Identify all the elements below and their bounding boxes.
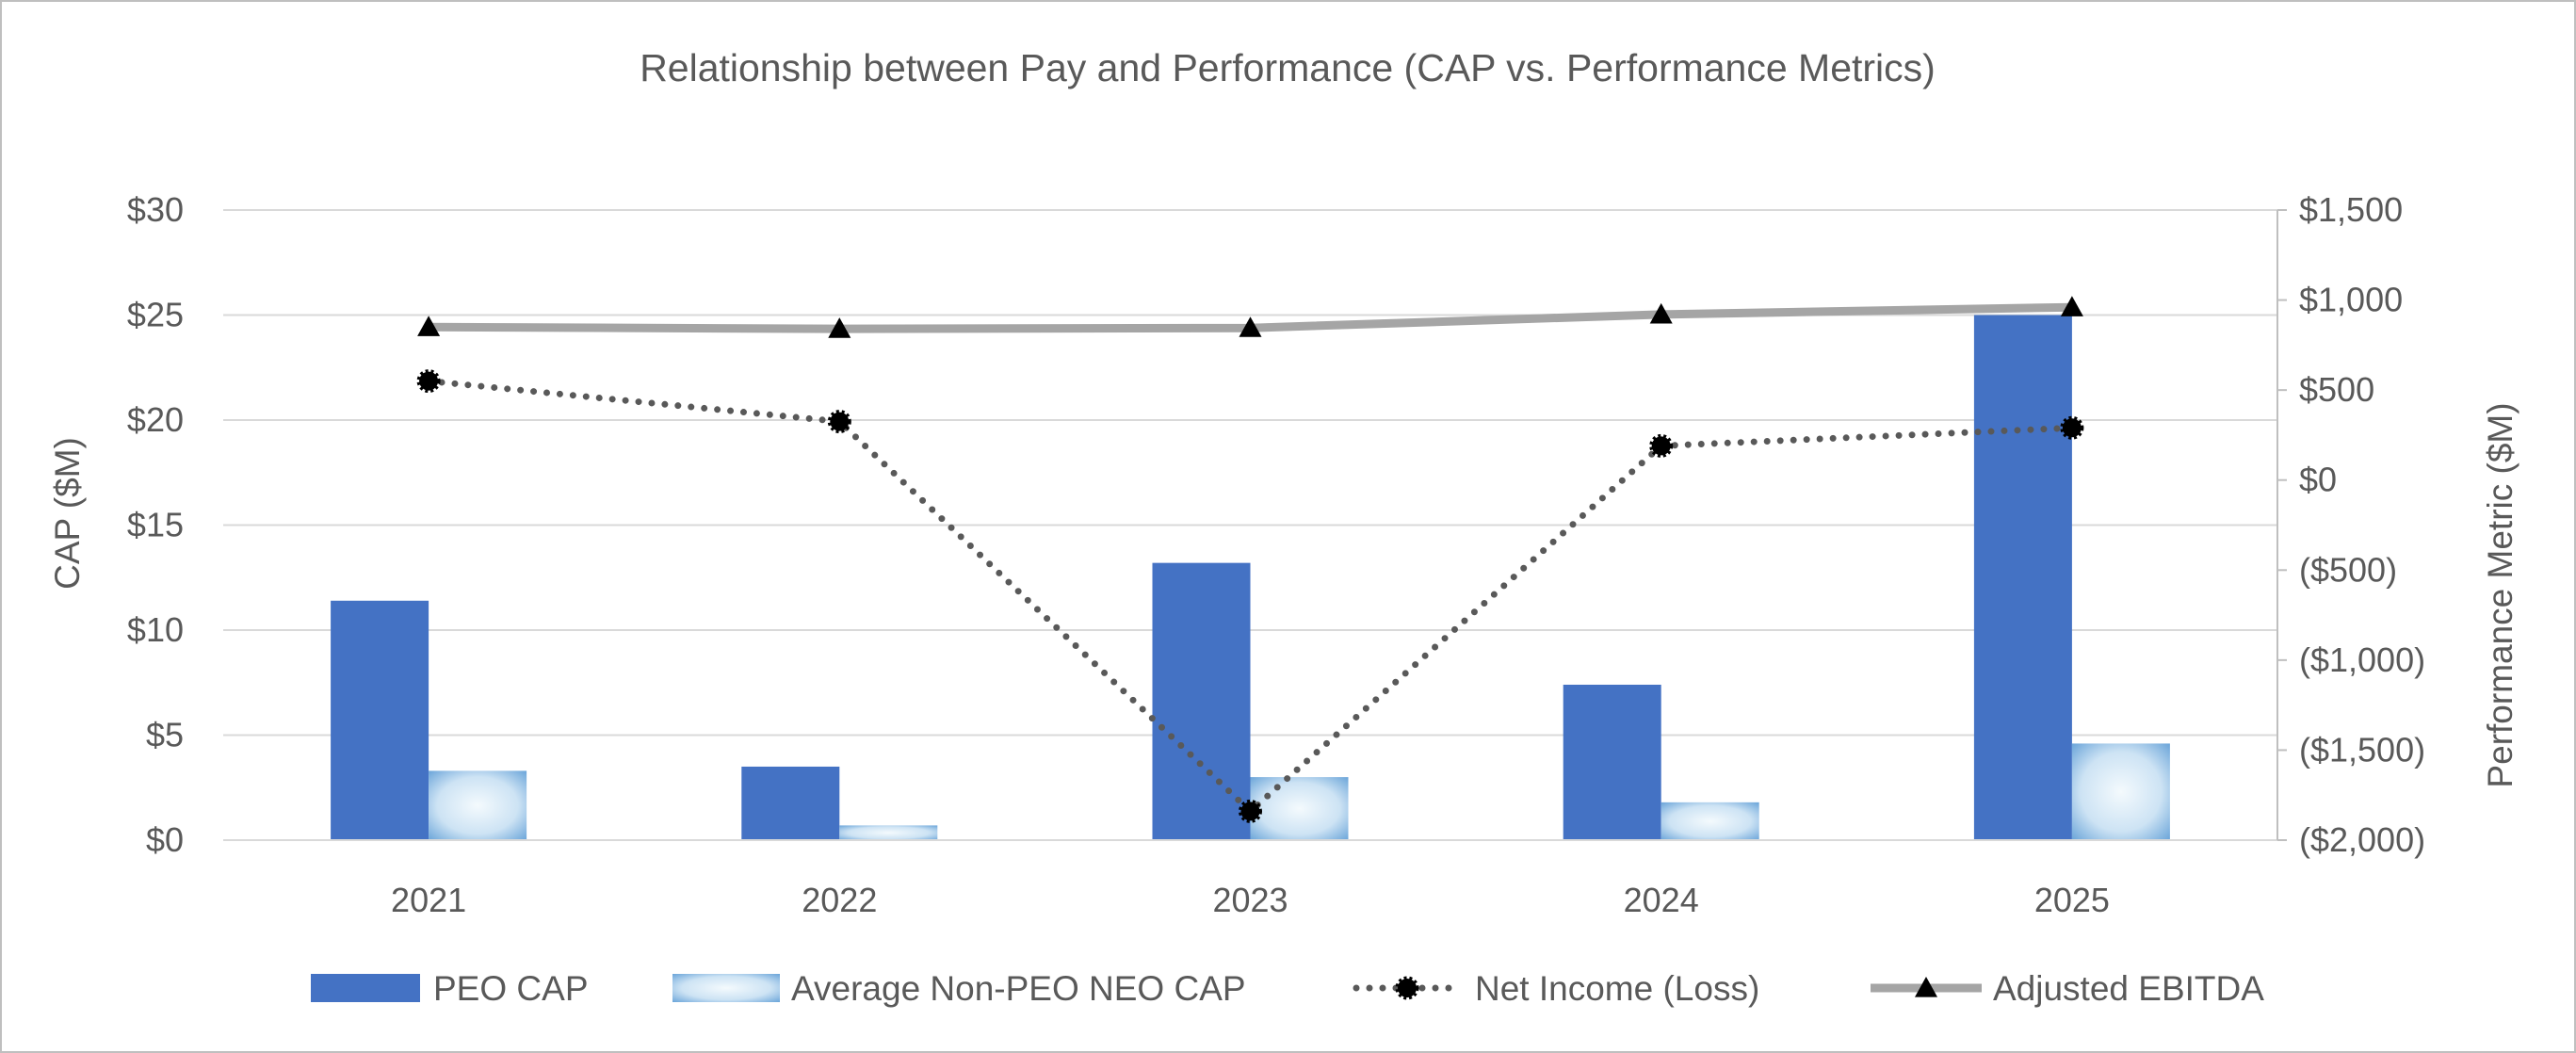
x-tick-label: 2021 (391, 881, 466, 919)
bar-avg-non-peo-neo-cap (1661, 802, 1759, 840)
marker-net-income (1651, 436, 1671, 456)
line-net-income (425, 378, 2076, 817)
bar-peo-cap (1152, 562, 1251, 840)
y-tick-label-left: $15 (127, 506, 184, 544)
y-tick-label-right: $0 (2299, 461, 2337, 499)
y-axis-label-left: CAP ($M) (48, 437, 87, 590)
legend-label-avg-non-peo-neo-cap: Average Non-PEO NEO CAP (791, 969, 1246, 1008)
y-tick-label-right: ($1,500) (2299, 730, 2425, 769)
marker-net-income (1240, 802, 1260, 821)
marker-adjusted-ebitda (828, 317, 851, 338)
y-tick-label-left: $0 (146, 820, 184, 859)
y-tick-label-left: $20 (127, 400, 184, 439)
y-tick-label-left: $10 (127, 610, 184, 649)
x-tick-label: 2022 (802, 881, 877, 919)
y-tick-label-left: $25 (127, 296, 184, 334)
bar-peo-cap (1563, 684, 1661, 840)
marker-net-income (830, 412, 850, 431)
marker-adjusted-ebitda (1239, 316, 1262, 337)
marker-net-income (2062, 418, 2082, 438)
x-tick-label: 2025 (2034, 881, 2110, 919)
y-tick-label-right: ($1,000) (2299, 640, 2425, 679)
y-tick-label-right: $1,000 (2299, 281, 2403, 319)
bar-avg-non-peo-neo-cap (429, 770, 527, 840)
bar-avg-non-peo-neo-cap (839, 825, 938, 840)
chart-title: Relationship between Pay and Performance… (640, 46, 1936, 89)
marker-net-income-edge (416, 369, 441, 394)
y-axis-label-right: Performance Metric ($M) (2481, 402, 2519, 787)
legend-swatch-peo-cap (311, 974, 420, 1002)
legend-marker-net-income (1398, 979, 1417, 997)
legend: PEO CAP Average Non-PEO NEO CAP Net Income… (311, 969, 2264, 1008)
marker-adjusted-ebitda (417, 316, 441, 336)
legend-marker-net-income-edge (1395, 976, 1419, 1000)
legend-label-net-income: Net Income (Loss) (1475, 969, 1759, 1008)
x-tick-label: 2024 (1624, 881, 1699, 919)
marker-adjusted-ebitda (2060, 296, 2083, 316)
y-tick-label-left: $30 (127, 190, 184, 229)
y-tick-label-right: ($500) (2299, 550, 2397, 589)
legend-label-adjusted-ebitda: Adjusted EBITDA (1993, 969, 2264, 1008)
y-tick-label-right: $500 (2299, 370, 2374, 409)
x-tick-label: 2023 (1212, 881, 1288, 919)
y-tick-label-left: $5 (146, 716, 184, 754)
marker-net-income-edge (1239, 799, 1262, 823)
legend-label-peo-cap: PEO CAP (433, 969, 589, 1008)
marker-adjusted-ebitda (1649, 302, 1673, 324)
legend-marker-adjusted-ebitda (1915, 977, 1937, 997)
bar-peo-cap (741, 766, 840, 840)
marker-net-income-edge (2060, 415, 2084, 440)
marker-net-income (419, 371, 439, 391)
bar-avg-non-peo-neo-cap (2071, 743, 2170, 840)
bar-peo-cap (331, 600, 429, 840)
gridlines (223, 209, 2277, 737)
y-tick-label-right: $1,500 (2299, 190, 2403, 229)
axes: $0 $5 $10 $15 $20 $25 $30 ($2,000) ($1,500) ($1,0… (127, 190, 2425, 919)
legend-swatch-avg-non-peo-neo-cap (672, 974, 780, 1002)
marker-net-income-edge (827, 410, 851, 434)
lines (416, 296, 2084, 823)
y-tick-label-right: ($2,000) (2299, 820, 2425, 859)
bar-peo-cap (1973, 315, 2072, 840)
marker-net-income-edge (1649, 433, 1674, 458)
bars (331, 315, 2170, 840)
bar-avg-non-peo-neo-cap (1250, 777, 1349, 840)
